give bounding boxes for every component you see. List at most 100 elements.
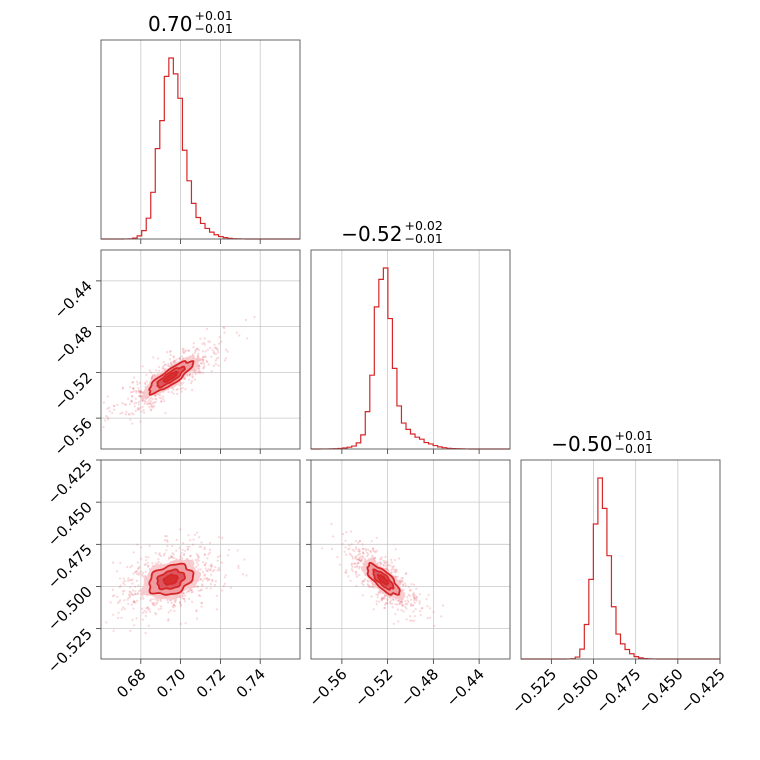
sample-point (226, 554, 229, 557)
sample-point (383, 607, 386, 610)
y-tick-label: −0.56 (51, 414, 96, 459)
sample-point (198, 365, 201, 368)
sample-point (112, 629, 115, 632)
sample-point (206, 360, 209, 363)
sample-point (415, 599, 418, 602)
sample-point (129, 595, 132, 599)
sample-point (370, 540, 373, 543)
sample-point (384, 562, 387, 565)
sample-point (392, 598, 395, 602)
sample-point (118, 600, 121, 603)
sample-point (130, 394, 133, 398)
sample-point (112, 613, 115, 616)
sample-point (345, 531, 348, 534)
sample-point (187, 534, 190, 537)
sample-point (164, 363, 167, 366)
sample-point (128, 579, 131, 582)
sample-point (380, 599, 383, 602)
sample-point (203, 365, 206, 368)
sample-point (399, 579, 402, 582)
panel-frame-3-3 (520, 459, 721, 660)
sample-point (191, 590, 194, 594)
param-title-upper-error: +0.02 (405, 218, 443, 233)
sample-point (184, 549, 187, 552)
sample-point (164, 535, 167, 538)
sample-point (213, 352, 216, 355)
sample-point (173, 360, 177, 363)
sample-point (419, 610, 422, 613)
sample-point (197, 363, 201, 366)
sample-point (330, 523, 333, 526)
sample-point (123, 583, 126, 586)
sample-point (129, 586, 132, 589)
sample-point (411, 604, 414, 607)
sample-point (105, 621, 108, 624)
sample-point (421, 607, 424, 610)
sample-point (196, 354, 199, 358)
sample-point (160, 400, 163, 403)
sample-point (157, 357, 160, 360)
sample-point (372, 584, 375, 587)
sample-point (409, 589, 412, 592)
sample-point (427, 593, 430, 597)
sample-point (375, 600, 378, 603)
sample-point (155, 598, 158, 601)
sample-point (143, 402, 146, 405)
sample-point (367, 548, 370, 551)
histogram-param-3 (521, 477, 720, 660)
sample-point (203, 337, 206, 340)
sample-point (357, 548, 360, 551)
sample-point (253, 316, 256, 319)
sample-point (111, 411, 114, 415)
sample-point (136, 408, 139, 411)
sample-point (174, 601, 177, 604)
sample-point (136, 592, 139, 596)
sample-point (213, 346, 217, 349)
sample-point (157, 558, 160, 561)
sample-point (113, 594, 116, 597)
sample-point (144, 383, 147, 386)
sample-point (139, 390, 142, 393)
sample-point (386, 563, 389, 566)
y-tick-label: −0.500 (44, 583, 96, 635)
y-tick-label: −0.52 (51, 368, 96, 413)
sample-point (399, 580, 402, 583)
sample-point (218, 336, 221, 339)
sample-point (154, 373, 157, 376)
sample-point (373, 550, 376, 553)
sample-point (211, 349, 214, 352)
sample-point (169, 350, 172, 353)
sample-point (130, 400, 133, 403)
sample-point (223, 576, 226, 579)
sample-point (386, 602, 389, 605)
sample-point (204, 567, 207, 570)
sample-point (138, 381, 142, 384)
sample-point (167, 390, 170, 394)
sample-point (418, 593, 422, 596)
sample-point (205, 577, 208, 580)
sample-point (404, 584, 407, 587)
sample-point (172, 355, 175, 358)
sample-point (138, 395, 141, 398)
sample-point (163, 363, 166, 366)
sample-point (175, 358, 178, 361)
sample-point (402, 584, 405, 587)
sample-point (215, 608, 219, 611)
sample-point (415, 587, 418, 590)
sample-point (188, 589, 191, 592)
param-title-value: −0.52 (341, 222, 402, 246)
sample-point (183, 597, 186, 601)
sample-point (151, 401, 154, 404)
sample-point (151, 375, 154, 378)
sample-point (162, 365, 165, 368)
sample-point (215, 347, 218, 350)
sample-point (215, 357, 218, 360)
sample-point (338, 563, 341, 566)
sample-point (225, 348, 228, 351)
sample-point (414, 608, 417, 611)
sample-point (194, 533, 197, 537)
sample-point (198, 365, 201, 368)
sample-point (235, 331, 238, 334)
sample-point (330, 547, 334, 551)
sample-point (190, 380, 194, 383)
